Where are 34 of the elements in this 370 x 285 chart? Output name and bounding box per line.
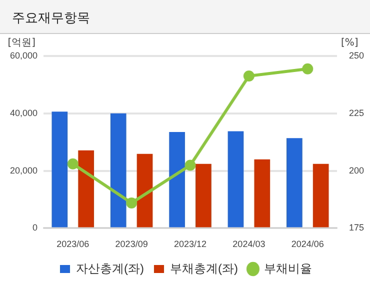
y-tick-label: 60,000 [10, 50, 38, 60]
bar [254, 159, 270, 228]
legend-label: 자산총계(좌) [76, 261, 144, 276]
bar [52, 112, 68, 228]
legend-label: 부채비율 [264, 261, 312, 276]
y2-tick-label: 200 [348, 165, 364, 176]
bar [136, 154, 153, 228]
bar [196, 164, 212, 228]
bar [286, 138, 302, 228]
point [67, 158, 78, 170]
bar [312, 164, 329, 228]
x-tick-label: 2024/03 [232, 239, 266, 250]
y2-axis-title: [%] [340, 38, 358, 49]
chart-title: 주요재무항목 [0, 0, 370, 34]
x-tick-label: 2023/09 [115, 239, 148, 250]
point [302, 63, 314, 74]
x-tick-label: 2024/06 [291, 239, 324, 250]
y2-tick-label: 250 [348, 50, 364, 60]
point [243, 70, 254, 82]
y-axis-title: [억원] [8, 38, 36, 49]
y-tick-label: 0 [32, 222, 38, 233]
y-tick-label: 20,000 [10, 165, 38, 176]
y-tick-label: 40,000 [10, 108, 38, 118]
point [126, 197, 138, 208]
x-tick-label: 2023/12 [174, 239, 207, 250]
bar [169, 132, 185, 228]
bar [110, 113, 126, 228]
x-tick-label: 2023/06 [56, 239, 90, 250]
y2-tick-label: 175 [348, 222, 364, 233]
bar [228, 131, 244, 228]
y2-tick-label: 225 [348, 108, 364, 118]
bar [78, 150, 94, 228]
legend-label: 부채총계(좌) [170, 261, 238, 276]
point [184, 160, 196, 171]
